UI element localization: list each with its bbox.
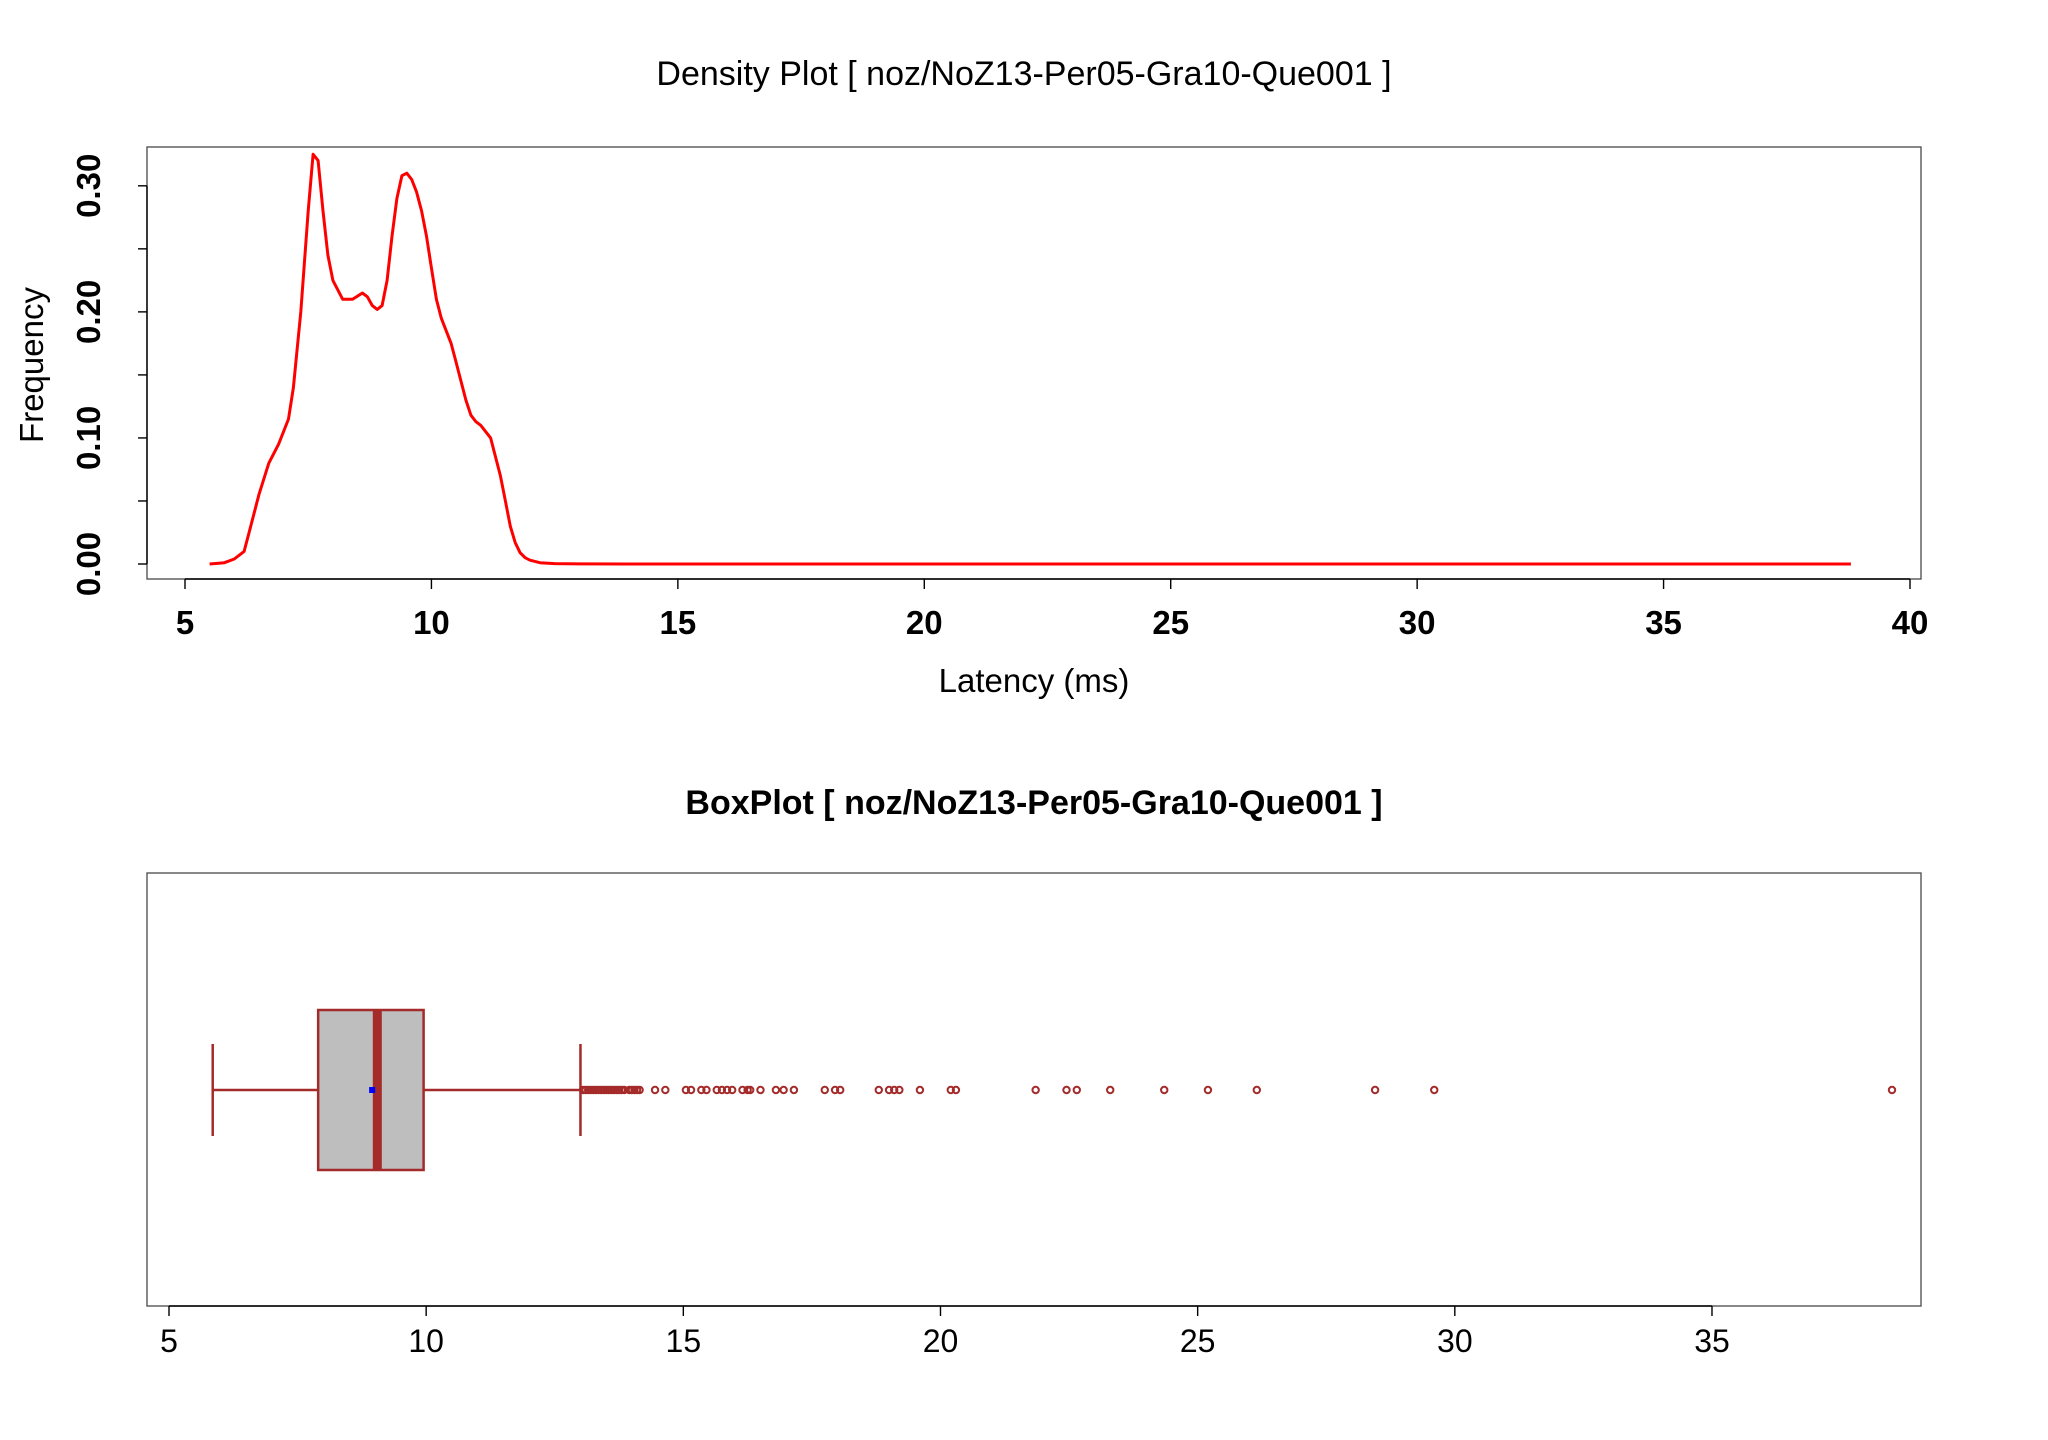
density-x-tick-label: 25: [1152, 604, 1189, 641]
density-y-tick-label: 0.10: [70, 406, 107, 470]
density-x-tick-label: 10: [413, 604, 450, 641]
density-y-tick-label: 0.20: [70, 280, 107, 344]
outlier-point: [779, 1085, 788, 1095]
box-x-tick-label: 15: [666, 1323, 702, 1359]
density-x-tick-label: 40: [1892, 604, 1929, 641]
density-y-axis-label: Frequency: [13, 287, 50, 443]
outlier-point: [1031, 1085, 1040, 1095]
density-x-axis-label: Latency (ms): [939, 662, 1130, 699]
box-x-axis: 5 10 15 20 25 30 35: [160, 1305, 1730, 1359]
outlier-point: [1106, 1085, 1115, 1095]
outlier-point: [1430, 1085, 1439, 1095]
outlier-point: [681, 1085, 691, 1095]
density-x-tick-label: 15: [659, 604, 696, 641]
mean-marker: [369, 1087, 376, 1093]
density-y-axis: 0.00 0.10 0.20 0.30: [70, 154, 148, 596]
box-elements: [211, 1008, 582, 1172]
outlier-point: [717, 1085, 727, 1095]
outlier-point: [915, 1085, 925, 1095]
box-x-tick-label: 35: [1694, 1323, 1730, 1359]
density-plot: Density Plot [ noz/NoZ13-Per05-Gra10-Que…: [13, 55, 1928, 699]
outlier-point: [890, 1085, 899, 1095]
outlier-point: [1160, 1085, 1169, 1095]
outlier-point: [686, 1085, 696, 1095]
outlier-point: [738, 1085, 747, 1095]
outlier-point: [1370, 1085, 1380, 1095]
box-plot: BoxPlot [ noz/NoZ13-Per05-Gra10-Que001 ]…: [146, 784, 1922, 1359]
outlier-point: [789, 1085, 799, 1095]
outlier-point: [946, 1085, 955, 1095]
outlier-point: [702, 1085, 711, 1095]
density-y-tick-label: 0.00: [70, 532, 107, 596]
outlier-point: [722, 1085, 732, 1095]
box-x-tick-label: 10: [408, 1323, 444, 1359]
outlier-point: [745, 1085, 755, 1095]
box-x-tick-label: 25: [1180, 1323, 1216, 1359]
density-x-tick-label: 30: [1399, 604, 1436, 641]
outlier-point: [727, 1085, 737, 1095]
outlier-point: [1203, 1085, 1213, 1095]
outlier-point: [1062, 1085, 1071, 1095]
outlier-point: [712, 1085, 721, 1095]
box-x-tick-label: 20: [923, 1323, 959, 1359]
box-x-tick-label: 30: [1437, 1323, 1473, 1359]
outlier-point: [895, 1085, 904, 1095]
outlier-point: [884, 1085, 894, 1095]
outlier-point: [835, 1085, 845, 1095]
outlier-point: [771, 1085, 781, 1095]
outlier-point: [650, 1085, 660, 1095]
outlier-point: [661, 1085, 670, 1095]
box-plot-title: BoxPlot [ noz/NoZ13-Per05-Gra10-Que001 ]: [685, 784, 1382, 822]
outlier-point: [1072, 1085, 1081, 1095]
outlier-point: [951, 1085, 961, 1095]
density-x-tick-label: 35: [1645, 604, 1682, 641]
outlier-point: [874, 1085, 883, 1095]
box-x-tick-label: 5: [160, 1323, 178, 1359]
outlier-point: [619, 1085, 629, 1095]
density-x-tick-label: 20: [906, 604, 943, 641]
density-line: [209, 152, 1851, 566]
density-x-axis: 5 10 15 20 25 30 35 40: [176, 578, 1929, 641]
density-plot-title: Density Plot [ noz/NoZ13-Per05-Gra10-Que…: [656, 55, 1391, 93]
outlier-point: [635, 1085, 644, 1095]
outlier-point: [756, 1085, 765, 1095]
outlier-point: [1252, 1085, 1262, 1095]
box-outliers: [578, 1085, 1897, 1095]
outlier-point: [1887, 1085, 1897, 1095]
outlier-point: [820, 1085, 829, 1095]
density-y-tick-label: 0.30: [70, 154, 107, 218]
density-x-tick-label: 5: [176, 604, 194, 641]
outlier-point: [830, 1085, 840, 1095]
outlier-point: [697, 1085, 706, 1095]
